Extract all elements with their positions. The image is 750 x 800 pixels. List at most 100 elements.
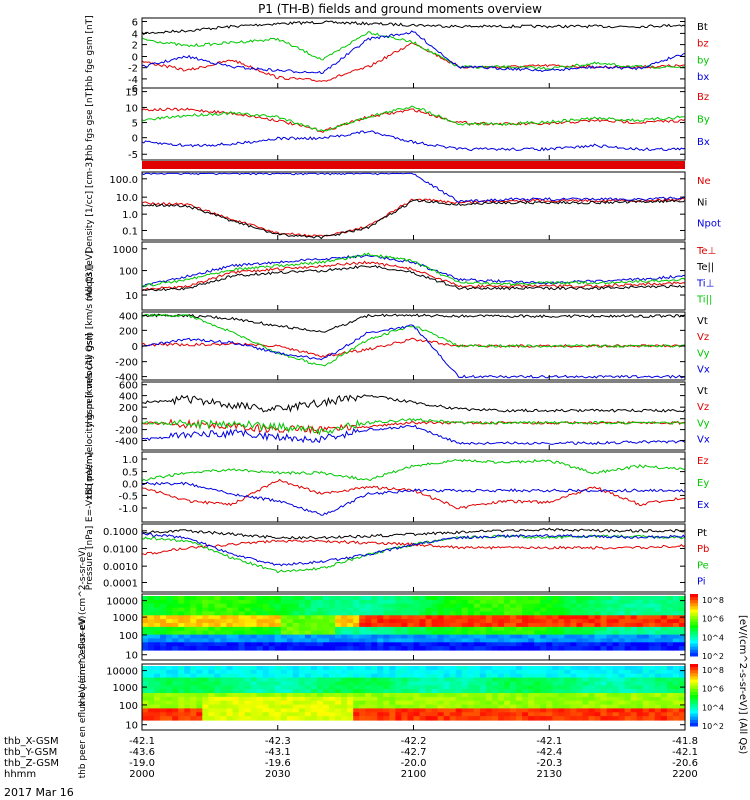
spectrogram-cell (166, 673, 173, 679)
spectrogram-cell (679, 596, 686, 601)
spectrogram-cell (154, 607, 161, 613)
spectrogram-cell (612, 611, 620, 616)
spectrogram-cell (383, 681, 390, 686)
spectrogram-cell (244, 666, 252, 671)
spectrogram-cell (304, 716, 312, 721)
spectrogram-cell (359, 693, 366, 698)
spectrogram-cell (576, 626, 583, 632)
spectrogram-cell (347, 681, 354, 686)
spectrogram-cell (485, 646, 493, 651)
spectrogram-cell (413, 646, 421, 651)
spectrogram-cell (479, 596, 487, 601)
spectrogram-cell (262, 642, 270, 647)
spectrogram-cell (437, 666, 445, 671)
spectrogram-cell (377, 642, 384, 647)
spectrogram-cell (244, 704, 252, 710)
spectrogram-cell (262, 704, 270, 710)
spectrogram-cell (618, 611, 626, 616)
spectrogram-cell (160, 642, 167, 647)
legend-Vt: Vt (697, 386, 708, 397)
spectrogram-cell (184, 638, 191, 643)
spectrogram-cell (461, 619, 469, 624)
spectrogram-cell (582, 603, 589, 609)
orbit-value: -42.3 (265, 736, 291, 747)
spectrogram-cell (304, 607, 312, 613)
spectrogram-cell (552, 666, 559, 671)
spectrogram-cell (491, 634, 499, 640)
spectrogram-cell (371, 693, 378, 698)
colorbar-cell (690, 713, 698, 718)
spectrogram-cell (148, 716, 155, 721)
spectrogram-cell (449, 611, 457, 616)
spectrogram-cell (214, 596, 221, 601)
spectrogram-cell (473, 642, 481, 647)
spectrogram-cell (654, 681, 662, 686)
spectrogram-cell (172, 685, 179, 690)
spectrogram-cell (510, 607, 517, 613)
spectrogram-cell (172, 704, 179, 710)
spectrogram-cell (491, 623, 499, 628)
spectrogram-cell (413, 630, 421, 636)
spectrogram-cell (467, 626, 475, 632)
spectrogram-cell (666, 623, 674, 628)
spectrogram-cell (178, 700, 185, 706)
spectrogram-cell (226, 673, 234, 679)
spectrogram-cell (606, 599, 614, 605)
spectrogram-cell (335, 681, 342, 686)
spectrogram-cell (672, 642, 680, 647)
spectrogram-cell (377, 677, 384, 683)
spectrogram-cell (407, 666, 415, 671)
spectrogram-cell (196, 689, 203, 694)
spectrogram-cell (642, 642, 650, 647)
spectrogram-cell (588, 666, 596, 671)
spectrogram-cell (353, 596, 360, 601)
spectrogram-cell (214, 646, 221, 651)
spectrogram-cell (648, 716, 656, 721)
spectrogram-cell (437, 677, 445, 683)
spectrogram-cell (323, 626, 330, 632)
colorbar-cell (690, 682, 698, 687)
spectrogram-cell (461, 677, 469, 683)
spectrogram-cell (660, 685, 668, 690)
spectrogram-cell (202, 666, 209, 671)
y-tick-label: 0.0010 (103, 562, 138, 573)
spectrogram-cell (142, 693, 149, 698)
spectrogram-cell (353, 677, 360, 683)
spectrogram-cell (298, 596, 306, 601)
spectrogram-cell (208, 607, 215, 613)
spectrogram-cell (630, 638, 638, 643)
spectrogram-cell (479, 693, 487, 698)
spectrogram-cell (232, 689, 240, 694)
spectrogram-cell (546, 611, 553, 616)
spectrogram-cell (606, 693, 614, 698)
spectrogram-cell (431, 603, 439, 609)
colorbar-cell (690, 609, 698, 614)
spectrogram-cell (274, 669, 282, 675)
spectrogram-cell (582, 634, 589, 640)
spectrogram-cell (184, 666, 191, 671)
spectrogram-cell (154, 626, 161, 632)
spectrogram-cell (654, 630, 662, 636)
spectrogram-cell (473, 693, 481, 698)
spectrogram-cell (510, 704, 517, 710)
spectrogram-cell (220, 638, 227, 643)
spectrogram-cell (522, 634, 529, 640)
spectrogram-cell (624, 689, 632, 694)
y-tick-label: 6 (132, 18, 138, 29)
spectrogram-cell (310, 712, 318, 717)
spectrogram-cell (262, 700, 270, 706)
spectrogram-cell (606, 669, 614, 675)
spectrogram-cell (606, 677, 614, 683)
spectrogram-cell (262, 623, 270, 628)
spectrogram-cell (184, 673, 191, 679)
spectrogram-cell (335, 615, 342, 620)
spectrogram-cell (244, 611, 252, 616)
spectrogram-cell (534, 681, 541, 686)
spectrogram-cell (485, 673, 493, 679)
spectrogram-cell (582, 615, 589, 620)
orbit-value: -19.6 (265, 758, 291, 769)
spectrogram-cell (178, 619, 185, 624)
spectrogram-cell (588, 696, 596, 702)
spectrogram-cell (262, 696, 270, 702)
spectrogram-cell (341, 669, 348, 675)
